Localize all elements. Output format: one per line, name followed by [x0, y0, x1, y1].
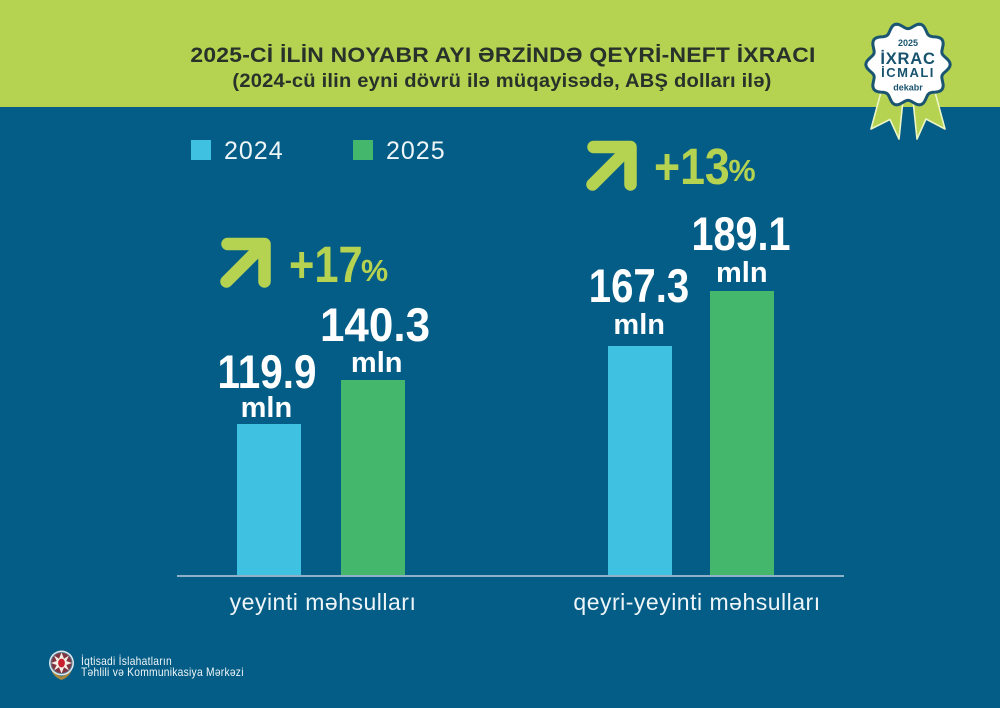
svg-text:İXRAC: İXRAC — [880, 50, 935, 68]
svg-text:dekabr: dekabr — [893, 82, 923, 92]
svg-text:İCMALI: İCMALI — [881, 65, 935, 80]
svg-text:2025: 2025 — [898, 38, 918, 48]
